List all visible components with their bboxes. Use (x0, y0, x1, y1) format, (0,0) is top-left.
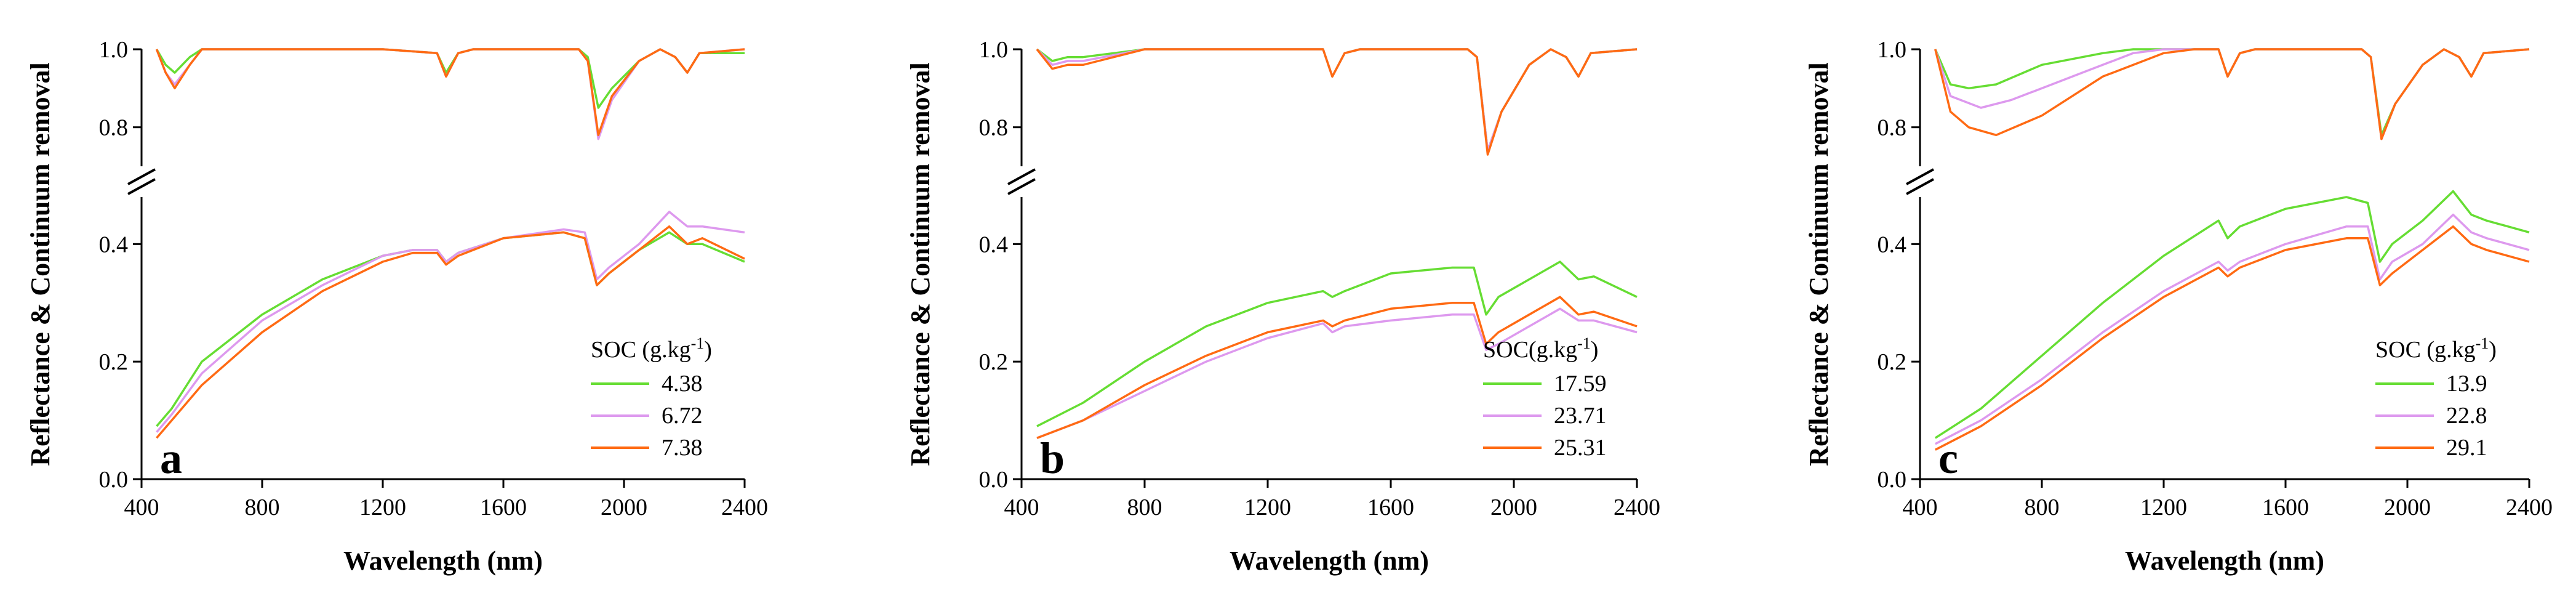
legend-entry: 25.31 (1554, 435, 1607, 461)
x-tick-label: 1600 (2262, 495, 2309, 520)
legend-entry: 29.1 (2446, 435, 2487, 461)
y-tick-label: 0.8 (979, 115, 1009, 141)
x-tick-label: 1600 (480, 495, 527, 520)
panel-label: a (160, 434, 182, 483)
x-tick-label: 2400 (721, 495, 768, 520)
y-tick-label: 1.0 (99, 37, 129, 63)
x-tick-label: 400 (1903, 495, 1938, 520)
axis-break-mark (1007, 178, 1036, 195)
axis-break-mark (1906, 178, 1934, 195)
legend-title-superscript: -1 (691, 334, 705, 352)
x-tick-label: 800 (1127, 495, 1162, 520)
series-line-reflectance-25.31 (1036, 296, 1638, 439)
axis-break-mark (1906, 168, 1934, 185)
y-tick-label: 0.2 (99, 349, 129, 375)
x-tick-label: 400 (124, 495, 159, 520)
legend-entry: 7.38 (662, 435, 703, 461)
x-tick-label: 1200 (2140, 495, 2187, 520)
legend-entry: 22.8 (2446, 403, 2487, 429)
x-tick-label: 400 (1004, 495, 1039, 520)
y-tick-label: 0.0 (1878, 467, 1907, 493)
x-tick-label: 1200 (1244, 495, 1291, 520)
legend-title-superscript: -1 (1577, 334, 1591, 352)
x-axis-label: Wavelength (nm) (343, 546, 543, 576)
axis-break-mark (127, 168, 156, 185)
series-line-continuum-25.31 (1036, 48, 1638, 156)
series-line-reflectance-17.59 (1036, 261, 1638, 427)
legend-title-end: ) (1591, 337, 1599, 363)
legend-entry: 17.59 (1554, 371, 1607, 397)
series-line-continuum-7.38 (155, 48, 745, 137)
axis-break-mark (127, 178, 156, 195)
series-line-reflectance-22.8 (1934, 213, 2530, 445)
y-axis-label: Reflectance & Continuum removal (1804, 62, 1834, 466)
x-tick-label: 2400 (1614, 495, 1660, 520)
x-tick-label: 800 (2025, 495, 2060, 520)
legend-title: SOC (g.kg-1) (2375, 334, 2497, 363)
series-line-reflectance-13.9 (1934, 190, 2530, 439)
legend-entry: 4.38 (662, 371, 703, 397)
y-tick-label: 1.0 (1878, 37, 1907, 63)
series-line-reflectance-29.1 (1934, 225, 2530, 451)
x-tick-label: 2000 (601, 495, 647, 520)
y-tick-label: 0.8 (99, 115, 129, 141)
legend-title-end: ) (704, 337, 712, 363)
y-tick-label: 0.2 (1878, 349, 1907, 375)
y-tick-label: 0.4 (979, 232, 1009, 257)
series-line-reflectance-23.71 (1036, 307, 1638, 439)
panel-label: c (1938, 434, 1958, 483)
legend-entry: 6.72 (662, 403, 703, 429)
y-axis-label: Reflectance & Continuum removal (25, 62, 55, 466)
legend-entry: 23.71 (1554, 403, 1607, 429)
y-tick-label: 0.4 (99, 232, 129, 257)
y-tick-label: 0.2 (979, 349, 1009, 375)
x-axis-label: Wavelength (nm) (1230, 546, 1429, 576)
series-line-continuum-22.8 (1934, 48, 2530, 140)
x-tick-label: 1200 (359, 495, 406, 520)
panel-label: b (1040, 434, 1065, 483)
legend-title-superscript: -1 (2476, 334, 2489, 352)
y-axis-label: Reflectance & Continuum removal (905, 62, 935, 466)
y-tick-label: 1.0 (979, 37, 1009, 63)
legend-entry: 13.9 (2446, 371, 2487, 397)
x-axis-label: Wavelength (nm) (2125, 546, 2324, 576)
x-tick-label: 2000 (1490, 495, 1537, 520)
series-line-reflectance-6.72 (156, 211, 745, 433)
y-tick-label: 0.0 (979, 467, 1009, 493)
legend-title-end: ) (2489, 337, 2497, 363)
axis-break-mark (1007, 168, 1036, 185)
x-tick-label: 2400 (2506, 495, 2553, 520)
y-tick-label: 0.0 (99, 467, 129, 493)
series-line-reflectance-7.38 (156, 225, 745, 439)
y-tick-label: 0.4 (1878, 232, 1907, 257)
x-tick-label: 2000 (2384, 495, 2431, 520)
series-line-continuum-29.1 (1934, 48, 2530, 140)
x-tick-label: 800 (245, 495, 280, 520)
x-tick-label: 1600 (1367, 495, 1414, 520)
y-tick-label: 0.8 (1878, 115, 1907, 141)
